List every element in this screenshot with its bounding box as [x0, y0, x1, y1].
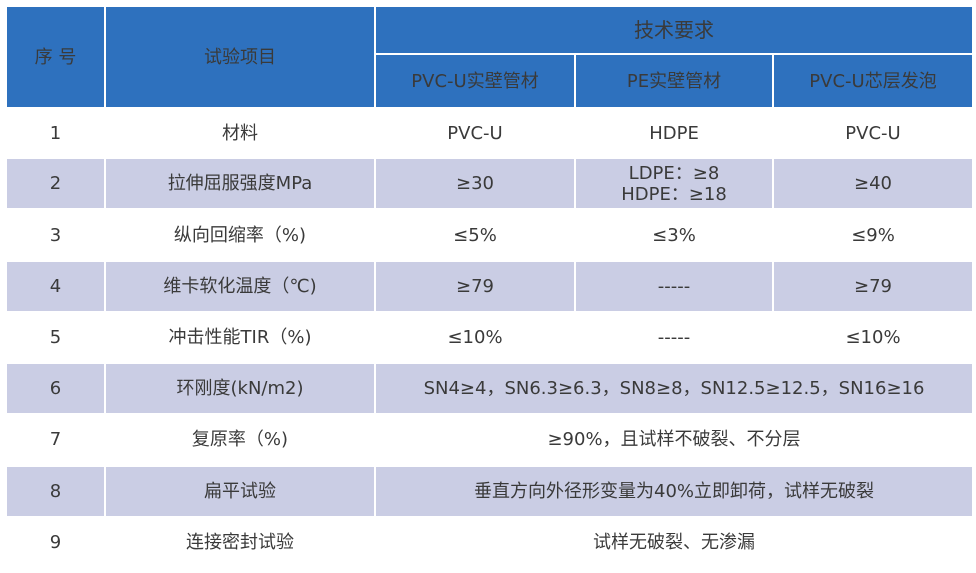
merged-requirement: ≥90%，且试样不破裂、不分层 [373, 413, 975, 467]
merged-requirement: 试样无破裂、无渗漏 [373, 515, 975, 570]
row-number: 2 [5, 157, 106, 211]
merged-requirement: 垂直方向外径形变量为40%立即卸荷，试样无破裂 [373, 464, 975, 518]
row-number: 5 [5, 310, 106, 365]
header-seq: 序 号 [5, 5, 106, 109]
test-item: 连接密封试验 [104, 515, 376, 570]
pe-value-hdpe: HDPE：≥18 [621, 183, 727, 205]
header-test-item: 试验项目 [104, 5, 376, 109]
pe-value: ----- [574, 259, 774, 313]
row-number: 8 [5, 464, 106, 518]
row-number: 6 [5, 362, 106, 416]
table-row: 1 材料 PVC-U HDPE PVC-U [5, 106, 975, 160]
pe-value: ----- [574, 310, 774, 365]
header-pvcu-solid-wall: PVC-U实壁管材 [374, 53, 576, 109]
row-number: 1 [5, 106, 106, 160]
table-row: 3 纵向回缩率（%) ≤5% ≤3% ≤9% [5, 208, 975, 262]
table-row: 9 连接密封试验 试样无破裂、无渗漏 [5, 515, 975, 570]
foam-value: PVC-U [771, 106, 975, 160]
spec-table: 序 号 试验项目 技术要求 PVC-U实壁管材 PE实壁管材 PVC-U芯层发泡… [5, 5, 975, 570]
table-row: 8 扁平试验 垂直方向外径形变量为40%立即卸荷，试样无破裂 [5, 464, 975, 518]
pvcu-value: ≥30 [374, 157, 576, 211]
row-number: 4 [5, 259, 106, 313]
test-item: 冲击性能TIR（%) [104, 310, 376, 365]
test-item: 拉伸屈服强度MPa [104, 157, 376, 211]
header-tech-requirements: 技术要求 [373, 5, 975, 55]
test-item: 材料 [104, 106, 376, 160]
test-item: 维卡软化温度（℃) [104, 259, 376, 313]
test-item: 环刚度(kN/m2) [104, 362, 376, 416]
table-row: 4 维卡软化温度（℃) ≥79 ----- ≥79 [5, 259, 975, 313]
test-item: 复原率（%) [104, 413, 376, 467]
pe-value: HDPE [574, 106, 774, 160]
pe-value-ldpe: LDPE：≥8 [628, 162, 720, 184]
table-row: 5 冲击性能TIR（%) ≤10% ----- ≤10% [5, 310, 975, 365]
pvcu-value: PVC-U [374, 106, 576, 160]
pe-value: ≤3% [574, 208, 774, 262]
test-item: 纵向回缩率（%) [104, 208, 376, 262]
pvcu-value: ≤10% [374, 310, 576, 365]
foam-value: ≤10% [771, 310, 975, 365]
pvcu-value: ≤5% [374, 208, 576, 262]
table-row: 6 环刚度(kN/m2) SN4≥4，SN6.3≥6.3，SN8≥8，SN12.… [5, 362, 975, 416]
header-pe-solid-wall: PE实壁管材 [574, 53, 774, 109]
test-item: 扁平试验 [104, 464, 376, 518]
row-number: 9 [5, 515, 106, 570]
foam-value: ≥79 [771, 259, 975, 313]
pe-value: LDPE：≥8 HDPE：≥18 [574, 157, 774, 211]
foam-value: ≤9% [771, 208, 975, 262]
merged-requirement: SN4≥4，SN6.3≥6.3，SN8≥8，SN12.5≥12.5，SN16≥1… [373, 362, 975, 416]
foam-value: ≥40 [771, 157, 975, 211]
table-row: 2 拉伸屈服强度MPa ≥30 LDPE：≥8 HDPE：≥18 ≥40 [5, 157, 975, 211]
table-row: 7 复原率（%) ≥90%，且试样不破裂、不分层 [5, 413, 975, 467]
pvcu-value: ≥79 [374, 259, 576, 313]
row-number: 3 [5, 208, 106, 262]
header-pvcu-foam-core: PVC-U芯层发泡 [771, 53, 975, 109]
row-number: 7 [5, 413, 106, 467]
